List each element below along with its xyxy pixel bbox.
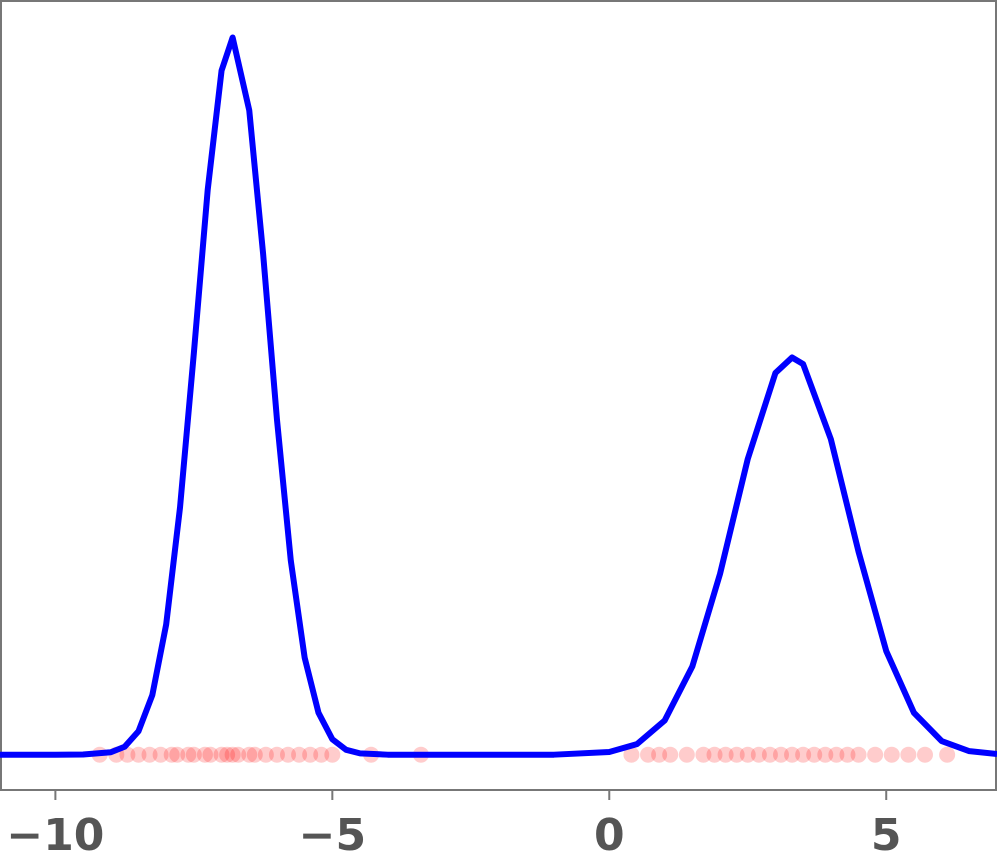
- rug-point: [761, 746, 778, 763]
- rug-point: [623, 746, 640, 763]
- rug-point: [850, 746, 867, 763]
- rug-point: [817, 746, 834, 763]
- rug-point: [739, 746, 756, 763]
- rug-point: [152, 746, 169, 763]
- rug-point: [163, 746, 180, 763]
- rug-point: [313, 746, 330, 763]
- rug-point: [640, 746, 657, 763]
- rug-point: [939, 746, 956, 763]
- rug-point: [324, 746, 341, 763]
- density-line: [0, 34, 997, 758]
- plot-frame: [0, 0, 997, 791]
- rug-point: [180, 746, 197, 763]
- rug-point: [196, 746, 213, 763]
- x-tick-label: 5: [871, 810, 902, 861]
- rug-point: [291, 746, 308, 763]
- rug-point: [678, 746, 695, 763]
- rug-point: [706, 746, 723, 763]
- rug-point: [750, 746, 767, 763]
- rug-point: [695, 746, 712, 763]
- rug-point: [302, 746, 319, 763]
- rug-point: [213, 746, 230, 763]
- rug-point: [717, 746, 734, 763]
- rug-point: [268, 746, 285, 763]
- x-tick-label: −10: [6, 810, 104, 861]
- rug-point: [728, 746, 745, 763]
- rug-point: [839, 746, 856, 763]
- rug-point: [280, 746, 297, 763]
- rug-point: [219, 746, 236, 763]
- rug-point: [828, 746, 845, 763]
- rug-point: [662, 746, 679, 763]
- rug-point: [246, 746, 263, 763]
- rug-point: [916, 746, 933, 763]
- rug-point: [900, 746, 917, 763]
- rug-point: [241, 746, 258, 763]
- rug-point: [784, 746, 801, 763]
- rug-point: [141, 746, 158, 763]
- rug-point: [772, 746, 789, 763]
- rug-point: [651, 746, 668, 763]
- rug-point: [130, 746, 147, 763]
- rug-point: [883, 746, 900, 763]
- rug-point: [257, 746, 274, 763]
- x-tick-label: −5: [299, 810, 366, 861]
- rug-point: [224, 746, 241, 763]
- rug-point: [185, 746, 202, 763]
- rug-point: [202, 746, 219, 763]
- rug-point: [795, 746, 812, 763]
- rug-point: [806, 746, 823, 763]
- rug-point: [230, 746, 247, 763]
- rug-point: [169, 746, 186, 763]
- rug-point: [119, 746, 136, 763]
- x-tick-label: 0: [594, 810, 625, 861]
- rug-point: [867, 746, 884, 763]
